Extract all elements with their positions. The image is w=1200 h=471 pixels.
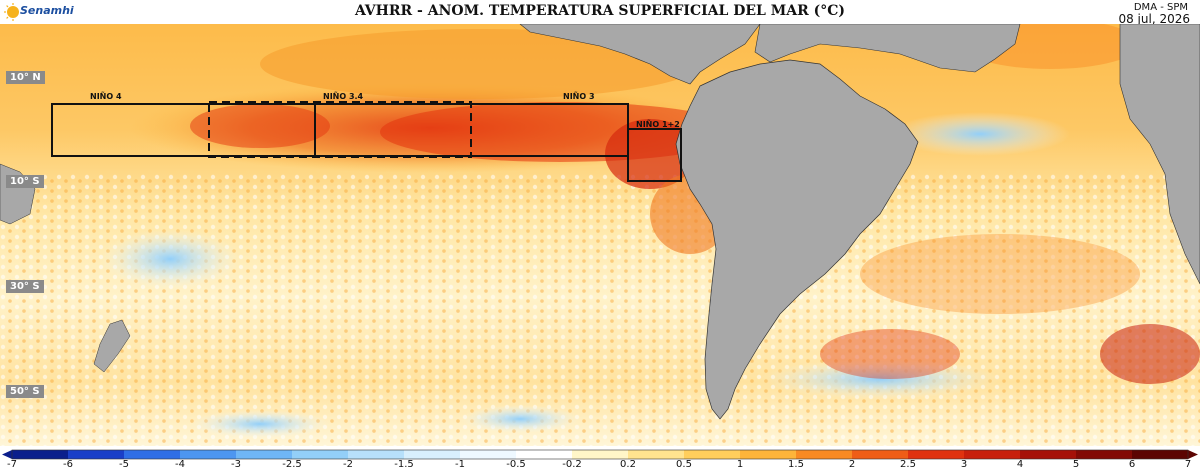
colorbar-tick-label: -5 <box>119 459 129 470</box>
colorbar-tick-label: 1 <box>736 459 744 470</box>
colorbar-bin <box>1020 450 1077 459</box>
colorbar-arrow-right-icon <box>1188 450 1198 459</box>
colorbar-tick-label: 7 <box>1184 459 1192 470</box>
colorbar-tick-label: 5 <box>1072 459 1080 470</box>
colorbar-bin <box>124 450 181 459</box>
colorbar-tick-label: 2.5 <box>900 459 916 470</box>
page-title: AVHRR - ANOM. TEMPERATURA SUPERFICIAL DE… <box>354 3 846 19</box>
colorbar-tick-label: -6 <box>63 459 73 470</box>
lat-label-50s: 50° S <box>6 385 44 398</box>
colorbar-bin <box>1076 450 1133 459</box>
colorbar-tick-label: -2.5 <box>282 459 302 470</box>
region-label-nino4: NIÑO 4 <box>90 92 122 101</box>
colorbar-tick-label: 0.2 <box>620 459 636 470</box>
colorbar-arrow-left-icon <box>2 450 12 459</box>
lat-label-30s: 30° S <box>6 280 44 293</box>
colorbar-bin <box>684 450 741 459</box>
colorbar-bin <box>348 450 405 459</box>
colorbar-bin <box>180 450 237 459</box>
organization-label: DMA - SPM <box>1133 2 1188 13</box>
colorbar-tick-label: -1.5 <box>394 459 414 470</box>
logo-text: Senamhi <box>20 4 74 17</box>
colorbar-tick-label: 1.5 <box>788 459 804 470</box>
colorbar-bin <box>740 450 797 459</box>
colorbar <box>2 449 1198 460</box>
colorbar-tick-label: 4 <box>1016 459 1024 470</box>
colorbar-tick-label: -0.2 <box>562 459 582 470</box>
colorbar-bin <box>292 450 349 459</box>
colorbar-tick-label: 6 <box>1128 459 1136 470</box>
colorbar-bin <box>852 450 909 459</box>
colorbar-bin <box>572 450 629 459</box>
colorbar-tick-label: 0.5 <box>676 459 692 470</box>
colorbar-bin <box>460 450 517 459</box>
colorbar-tick-label: -2 <box>343 459 353 470</box>
colorbar-bin <box>236 450 293 459</box>
region-label-nino12: NIÑO 1+2 <box>636 120 680 129</box>
lat-label-10n: 10° N <box>6 71 45 84</box>
colorbar-border <box>11 449 1189 460</box>
colorbar-bin <box>404 450 461 459</box>
lat-label-10s: 10° S <box>6 175 44 188</box>
colorbar-bin <box>908 450 965 459</box>
colorbar-tick-label: -3 <box>231 459 241 470</box>
colorbar-bin <box>796 450 853 459</box>
region-label-nino3: NIÑO 3 <box>563 92 595 101</box>
colorbar-tick-label: -4 <box>175 459 185 470</box>
colorbar-bin <box>628 450 685 459</box>
colorbar-tick-label: -7 <box>7 459 17 470</box>
colorbar-bin <box>1132 450 1189 459</box>
senamhi-logo-icon <box>4 3 19 21</box>
date-label: 08 jul, 2026 <box>1118 12 1190 26</box>
colorbar-bin <box>12 450 69 459</box>
colorbar-tick-label: 3 <box>960 459 968 470</box>
header: Senamhi AVHRR - ANOM. TEMPERATURA SUPERF… <box>0 0 1200 26</box>
nino12-region-box <box>627 128 682 182</box>
region-label-nino34: NIÑO 3.4 <box>323 92 364 101</box>
colorbar-bin <box>68 450 125 459</box>
sst-anomaly-map <box>0 24 1200 446</box>
colorbar-bin <box>516 450 573 459</box>
colorbar-tick-label: -1 <box>455 459 465 470</box>
colorbar-tick-label: -0.5 <box>506 459 526 470</box>
colorbar-tick-label: 2 <box>848 459 856 470</box>
colorbar-bin <box>964 450 1021 459</box>
